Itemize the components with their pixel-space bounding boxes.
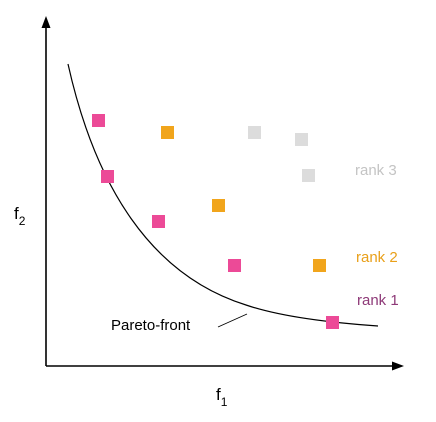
rank2-points (161, 126, 326, 272)
rank3-points (248, 126, 315, 182)
x-axis-label: f1 (216, 385, 228, 409)
rank3-point (248, 126, 261, 139)
rank1-label: rank 1 (357, 292, 399, 309)
rank1-point (326, 316, 339, 329)
rank1-point (101, 170, 114, 183)
rank2-point (313, 259, 326, 272)
rank1-point (152, 215, 165, 228)
x-axis-arrowhead (392, 361, 404, 371)
pareto-front-label: Pareto-front (111, 317, 191, 334)
y-axis-arrowhead (41, 16, 51, 28)
y-axis-subscript: 2 (19, 214, 26, 228)
rank3-point (295, 133, 308, 146)
rank3-point (302, 169, 315, 182)
rank2-label: rank 2 (356, 249, 398, 266)
rank1-points (92, 114, 339, 329)
y-axis-label: f2 (14, 204, 26, 228)
x-axis-subscript: 1 (221, 395, 228, 409)
rank1-point (228, 259, 241, 272)
rank2-point (161, 126, 174, 139)
pareto-front-leader-line (217, 313, 248, 328)
pareto-front-curve (67, 63, 379, 327)
axes (41, 16, 404, 371)
rank2-point (212, 199, 225, 212)
rank1-point (92, 114, 105, 127)
rank3-label: rank 3 (355, 162, 397, 179)
